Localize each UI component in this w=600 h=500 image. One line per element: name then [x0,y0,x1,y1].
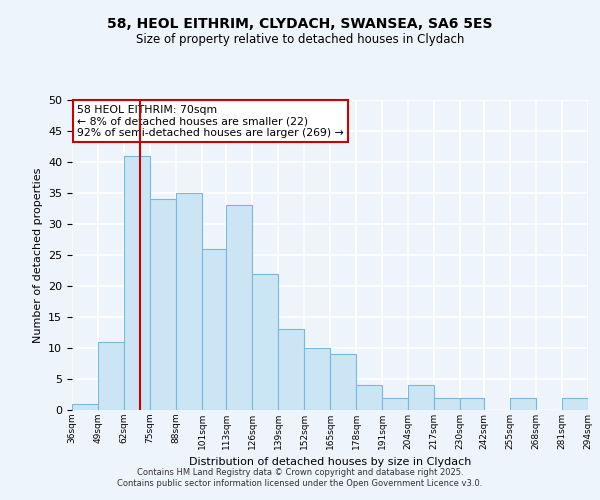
Bar [98,342,124,410]
Bar [176,193,202,410]
Bar [72,404,98,410]
Bar [562,398,588,410]
Text: Contains HM Land Registry data © Crown copyright and database right 2025.
Contai: Contains HM Land Registry data © Crown c… [118,468,482,487]
Text: 58 HEOL EITHRIM: 70sqm
← 8% of detached houses are smaller (22)
92% of semi-deta: 58 HEOL EITHRIM: 70sqm ← 8% of detached … [77,104,344,138]
Bar [150,199,176,410]
Bar [124,156,150,410]
Text: Size of property relative to detached houses in Clydach: Size of property relative to detached ho… [136,32,464,46]
Bar [278,330,304,410]
Bar [510,398,536,410]
Bar [330,354,356,410]
X-axis label: Distribution of detached houses by size in Clydach: Distribution of detached houses by size … [189,458,471,468]
Bar [356,385,382,410]
Bar [460,398,484,410]
Bar [252,274,278,410]
Bar [304,348,330,410]
Bar [434,398,460,410]
Bar [226,206,252,410]
Bar [408,385,434,410]
Bar [382,398,408,410]
Bar [202,249,226,410]
Text: 58, HEOL EITHRIM, CLYDACH, SWANSEA, SA6 5ES: 58, HEOL EITHRIM, CLYDACH, SWANSEA, SA6 … [107,18,493,32]
Y-axis label: Number of detached properties: Number of detached properties [32,168,43,342]
